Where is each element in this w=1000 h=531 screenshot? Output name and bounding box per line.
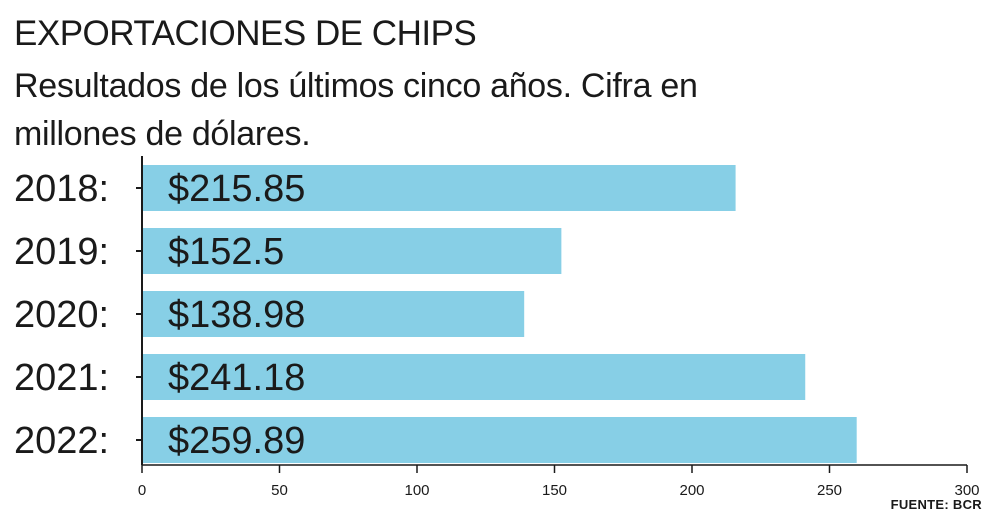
x-tick-label-3: 150 — [542, 482, 567, 499]
category-label-0: 2018: — [14, 168, 109, 210]
value-label-2: $138.98 — [168, 294, 305, 336]
x-tick-label-2: 100 — [404, 482, 429, 499]
bar-1 — [142, 228, 562, 274]
x-tick-label-6: 300 — [954, 482, 979, 499]
bar-3 — [142, 354, 806, 400]
source-note: FUENTE: BCR — [890, 497, 982, 512]
x-tick-label-1: 50 — [271, 482, 288, 499]
value-label-0: $215.85 — [168, 168, 305, 210]
bar-2 — [142, 291, 525, 337]
bar-0 — [142, 165, 736, 211]
value-label-3: $241.18 — [168, 357, 305, 399]
category-label-2: 2020: — [14, 294, 109, 336]
chart-subtitle: Resultados de los últimos cinco años. Ci… — [14, 67, 698, 153]
category-label-3: 2021: — [14, 357, 109, 399]
x-tick-label-4: 200 — [679, 482, 704, 499]
value-label-4: $259.89 — [168, 420, 305, 462]
category-label-1: 2019: — [14, 231, 109, 273]
bar-4 — [142, 417, 857, 463]
category-label-4: 2022: — [14, 420, 109, 462]
x-tick-label-5: 250 — [817, 482, 842, 499]
value-label-1: $152.5 — [168, 231, 284, 273]
x-tick-label-0: 0 — [138, 482, 146, 499]
chart-title: EXPORTACIONES DE CHIPS — [14, 14, 477, 53]
